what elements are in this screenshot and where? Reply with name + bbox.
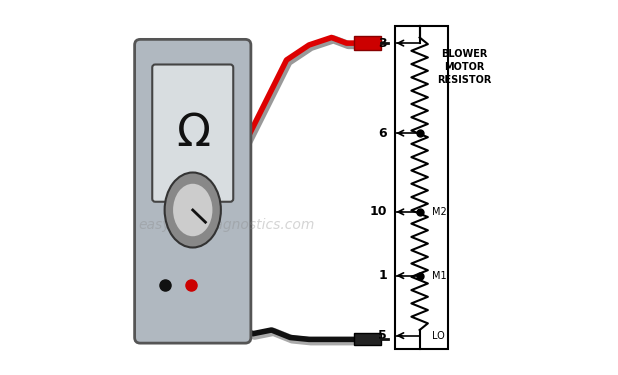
Ellipse shape bbox=[164, 172, 221, 248]
Text: M1: M1 bbox=[433, 271, 447, 280]
Text: 1: 1 bbox=[378, 269, 387, 282]
Text: $\Omega$: $\Omega$ bbox=[176, 112, 210, 154]
Text: 6: 6 bbox=[378, 127, 387, 140]
Text: LO: LO bbox=[433, 331, 445, 340]
Bar bbox=[354, 36, 381, 50]
Text: BLOWER
MOTOR
RESISTOR: BLOWER MOTOR RESISTOR bbox=[438, 49, 492, 85]
Bar bbox=[354, 333, 381, 345]
Text: 5: 5 bbox=[378, 329, 387, 342]
FancyBboxPatch shape bbox=[135, 39, 251, 343]
Text: 10: 10 bbox=[370, 206, 387, 218]
Text: M2: M2 bbox=[433, 207, 447, 217]
FancyBboxPatch shape bbox=[152, 64, 233, 202]
Bar bbox=[396, 26, 448, 349]
Ellipse shape bbox=[173, 184, 213, 236]
Text: easyautodiagnostics.com: easyautodiagnostics.com bbox=[138, 218, 315, 232]
Text: 3: 3 bbox=[378, 37, 387, 50]
